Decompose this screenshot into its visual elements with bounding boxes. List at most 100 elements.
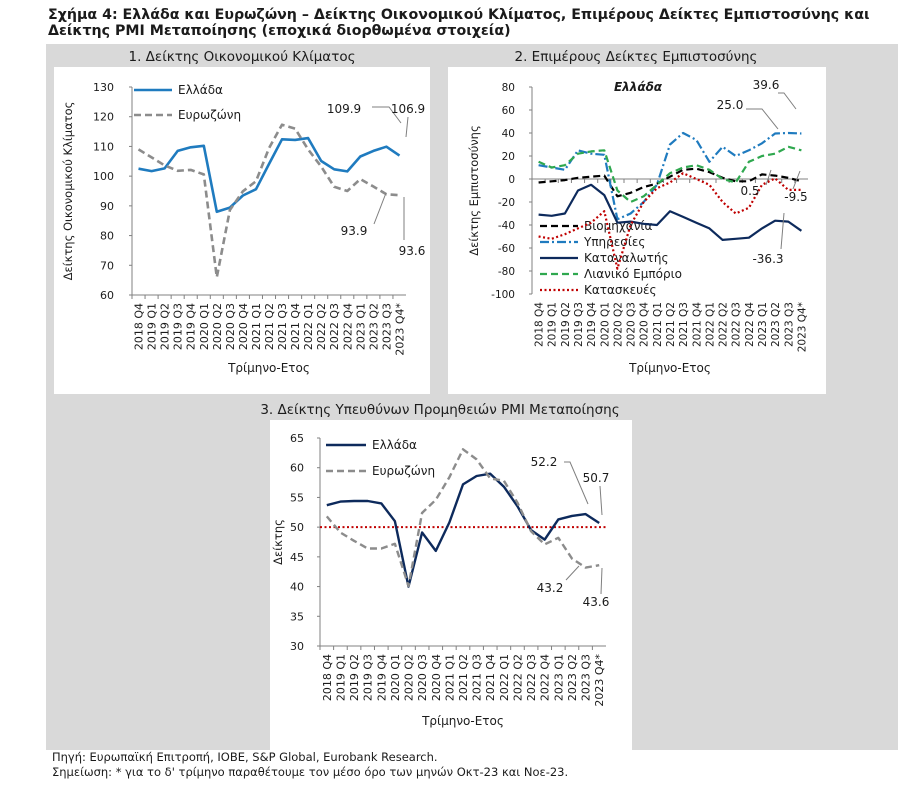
x-axis-label: Τρίμηνο-Ετος: [421, 714, 504, 728]
data-label: 50.7: [583, 471, 610, 485]
data-label-leader: [372, 106, 402, 124]
data-label-leader: [599, 485, 603, 516]
x-tick-label: 2023 Q1: [552, 654, 565, 701]
x-tick-label: 2019 Q3: [362, 654, 375, 701]
data-label: 106.9: [391, 102, 425, 116]
series-line-2: [137, 123, 400, 279]
x-tick-label: 2019 Q4: [185, 303, 198, 350]
data-label-leader: [565, 565, 580, 581]
legend-label: Λιανικό Εμπόριο: [584, 267, 682, 281]
y-tick-label: 20: [502, 151, 515, 163]
x-tick-label: 2022 Q2: [315, 303, 328, 350]
x-tick-label: 2022 Q4: [341, 303, 354, 350]
y-tick-label: 40: [502, 128, 515, 140]
y-axis-label: Δείκτης Οικονομικού Κλίματος: [61, 102, 75, 281]
data-label: 93.9: [341, 224, 368, 238]
data-label-leader: [600, 567, 603, 595]
data-label: 25.0: [717, 98, 744, 112]
data-label-leader: [564, 461, 589, 505]
data-label: 52.2: [531, 455, 558, 469]
x-tick-label: 2023 Q1: [757, 302, 769, 347]
x-tick-label: 2020 Q3: [416, 654, 429, 701]
y-tick-label: 30: [290, 640, 304, 653]
figure-title: Σχήμα 4: Ελλάδα και Ευρωζώνη – Δείκτης Ο…: [48, 7, 898, 39]
x-tick-label: 2021 Q1: [250, 303, 263, 350]
x-tick-label: 2019 Q1: [547, 302, 559, 347]
y-tick-label: -20: [498, 197, 515, 209]
x-tick-label: 2021 Q2: [263, 303, 276, 350]
y-tick-label: 0: [508, 174, 515, 186]
figure-title-line-2: Δείκτης PMI Μεταποίησης (εποχικά διορθωμ…: [48, 23, 511, 39]
x-tick-label: 2023 Q2: [367, 303, 380, 350]
x-tick-label: 2023 Q3: [783, 302, 795, 347]
x-tick-label: 2019 Q2: [348, 654, 361, 701]
x-tick-label: 2019 Q4: [586, 302, 598, 347]
y-tick-label: 55: [290, 491, 304, 504]
data-label-leader: [792, 170, 801, 190]
x-tick-label: 2021 Q3: [276, 303, 289, 350]
x-tick-label: 2020 Q2: [403, 654, 416, 701]
data-label-leader: [778, 92, 797, 110]
series-line-5: [538, 172, 802, 270]
x-tick-label: 2020 Q3: [626, 302, 638, 347]
data-label-leader: [780, 212, 785, 250]
y-tick-label: 45: [290, 551, 304, 564]
x-tick-label: 2021 Q3: [678, 302, 690, 347]
x-tick-label: 2023 Q2: [770, 302, 782, 347]
legend-label: Ευρωζώνη: [178, 108, 241, 122]
x-tick-label: 2020 Q2: [612, 302, 624, 347]
note-text: Σημείωση: * για το δ' τρίμηνο παραθέτουμ…: [52, 764, 569, 779]
y-tick-label: 60: [100, 289, 114, 302]
x-tick-label: 2020 Q3: [224, 303, 237, 350]
legend-label: Καταναλωτής: [584, 251, 669, 265]
x-tick-label: 2020 Q4: [639, 302, 651, 347]
y-tick-label: 65: [290, 432, 304, 445]
legend-label: Ελλάδα: [372, 438, 417, 452]
x-tick-label: 2022 Q3: [731, 302, 743, 347]
x-tick-label: 2023 Q1: [354, 303, 367, 350]
chart2-title: 2. Επιμέρους Δείκτες Εμπιστοσύνης: [514, 49, 758, 65]
chart3-title: 3. Δείκτης Υπευθύνων Προμηθειών PMI Μετα…: [260, 402, 620, 418]
data-label: 39.6: [753, 78, 780, 92]
y-tick-label: 50: [290, 521, 304, 534]
x-tick-label: 2019 Q3: [573, 302, 585, 347]
y-tick-label: 60: [502, 105, 515, 117]
y-tick-label: -60: [498, 243, 515, 255]
y-tick-label: 100: [93, 170, 114, 183]
x-tick-label: 2019 Q1: [146, 303, 159, 350]
chart2-panel: 80 60 40 20 0 -20 -40 -60 -80 -100 2018 Q4 2019 Q1 2…: [448, 67, 826, 394]
chart-subtitle: Ελλάδα: [614, 80, 663, 94]
x-tick-label: 2023 Q4*: [393, 303, 406, 356]
x-tick-label: 2018 Q4: [534, 302, 546, 347]
x-tick-label: 2022 Q1: [302, 303, 315, 350]
x-tick-label: 2021 Q2: [665, 302, 677, 347]
source-text: Πηγή: Ευρωπαϊκή Επιτροπή, IOBE, S&P Glob…: [52, 750, 438, 764]
x-tick-label: 2019 Q4: [375, 654, 388, 701]
data-label: -36.3: [752, 252, 783, 266]
x-tick-label: 2019 Q2: [560, 302, 572, 347]
y-tick-label: 80: [502, 82, 515, 94]
series-line-1: [326, 472, 600, 588]
x-tick-label: 2022 Q3: [525, 654, 538, 701]
series-line-2: [538, 131, 802, 221]
legend-label: Ευρωζώνη: [372, 464, 435, 478]
x-tick-label: 2020 Q4: [237, 303, 250, 350]
x-tick-label: 2020 Q1: [389, 654, 402, 701]
x-tick-label: 2021 Q4: [484, 654, 497, 701]
x-tick-label: 2021 Q4: [289, 303, 302, 350]
figure-notes: Πηγή: Ευρωπαϊκή Επιτροπή, IOBE, S&P Glob…: [52, 750, 568, 779]
x-tick-label: 2023 Q4*: [593, 654, 606, 707]
data-label-leader: [746, 108, 779, 130]
legend-label: Κατασκευές: [584, 283, 657, 297]
y-tick-label: 40: [290, 581, 304, 594]
x-axis-label: Τρίμηνο-Ετος: [227, 361, 310, 375]
x-tick-label: 2021 Q4: [691, 302, 703, 347]
legend-label: Υπηρεσίες: [583, 235, 645, 249]
x-tick-label: 2020 Q2: [211, 303, 224, 350]
legend-label: Ελλάδα: [178, 83, 223, 97]
x-tick-label: 2022 Q3: [328, 303, 341, 350]
y-tick-label: 35: [290, 610, 304, 623]
